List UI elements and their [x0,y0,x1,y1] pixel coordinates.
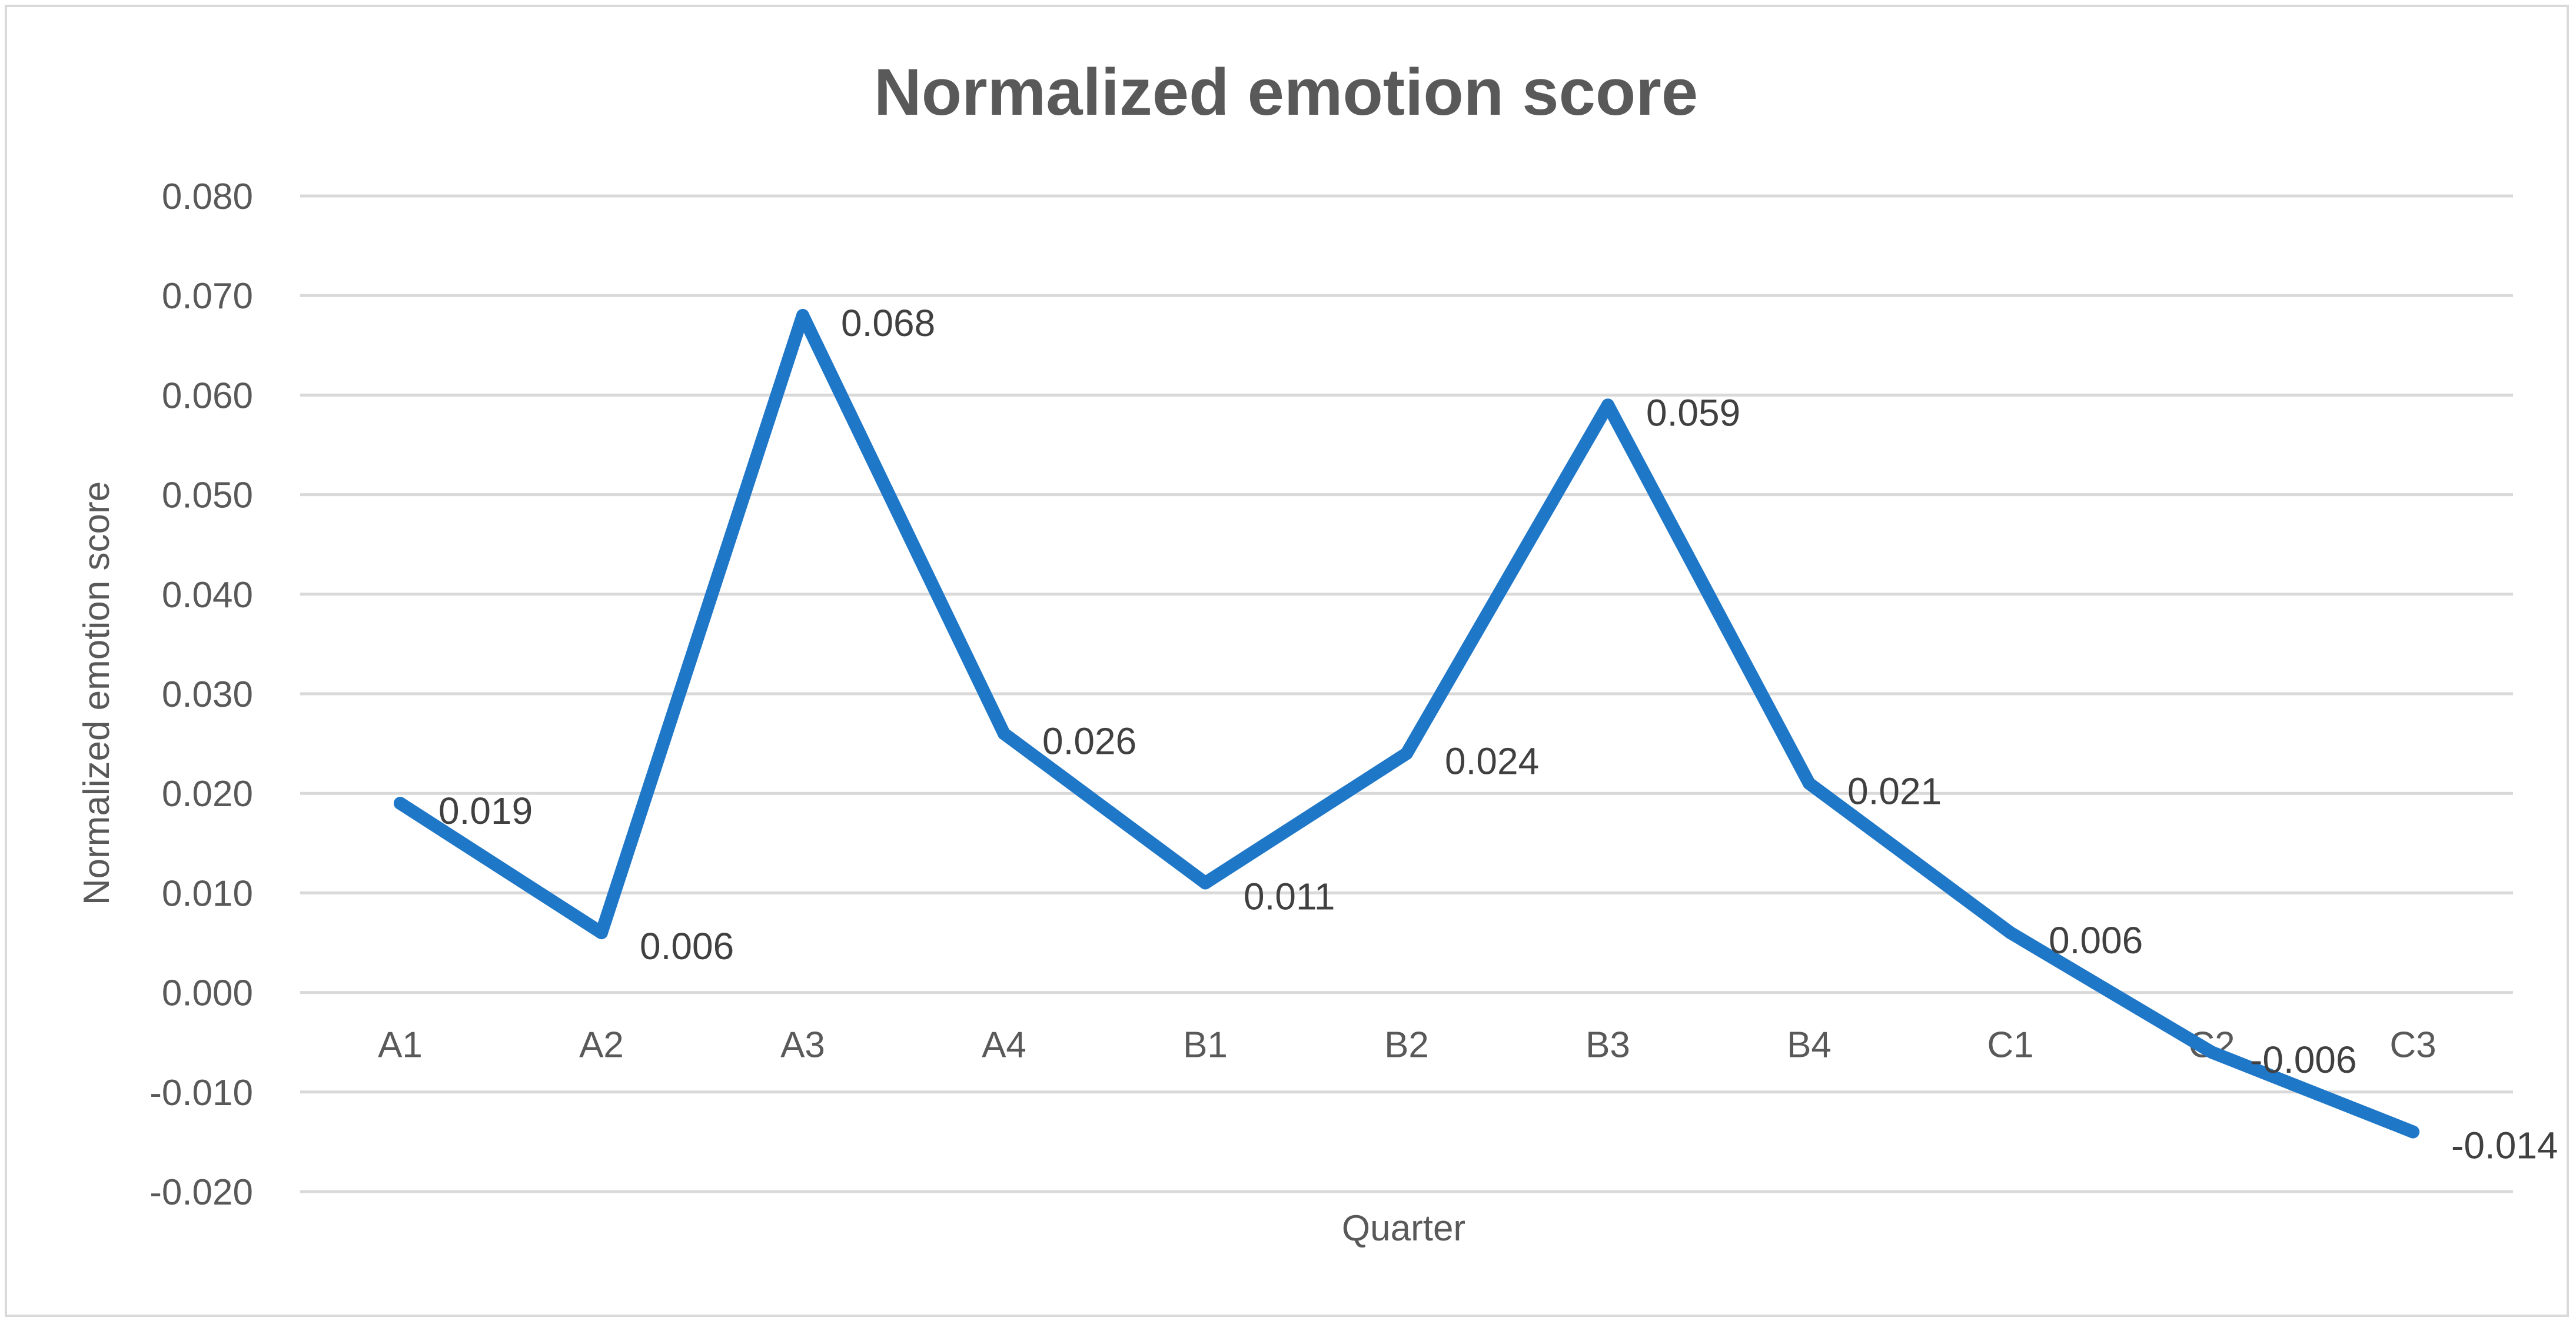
x-tick-label: A1 [378,1025,423,1066]
x-tick-label: A2 [579,1025,624,1066]
x-tick-label: C1 [1987,1025,2033,1066]
data-point [595,926,608,940]
data-point [394,797,407,810]
data-label: 0.006 [2049,919,2143,962]
data-point [796,309,809,322]
gridlines [300,194,2513,1193]
data-point [998,727,1011,740]
y-tick-label: -0.020 [149,1172,253,1213]
data-point [1803,777,1816,790]
data-point [2407,1125,2419,1139]
data-label: 0.026 [1042,720,1136,763]
data-label: -0.006 [2250,1039,2356,1081]
data-label: 0.021 [1847,770,1942,812]
series-line [394,309,2419,1139]
y-tick-label: 0.080 [162,177,253,217]
x-tick-label: B4 [1787,1025,1832,1066]
data-label: 0.011 [1244,875,1335,917]
y-tick-label: 0.030 [162,674,253,715]
y-tick-label: 0.070 [162,276,253,317]
x-tick-label: A4 [982,1025,1026,1066]
data-label: 0.019 [438,790,533,832]
x-tick-label: B3 [1586,1025,1630,1066]
data-label: 0.068 [841,302,935,344]
data-label: 0.059 [1646,391,1740,434]
data-labels: 0.019 0.006 0.068 0.026 0.011 0.024 0.059 0.021… [438,302,2558,1166]
data-label: 0.024 [1445,740,1539,783]
y-tick-label: 0.050 [162,475,253,516]
data-label: 0.006 [640,925,734,967]
data-point [1199,876,1212,890]
x-axis-title: Quarter [1342,1208,1465,1249]
data-point [1601,398,1614,412]
chart-title: Normalized emotion score [874,55,1698,129]
y-axis-title: Normalized emotion score [77,481,117,905]
x-tick-label: B2 [1384,1025,1429,1066]
x-axis-ticks: A1 A2 A3 A4 B1 B2 B3 B4 C1 C2 C3 [378,1025,2437,1066]
y-tick-label: 0.020 [162,774,253,814]
chart-frame [5,5,2569,1317]
y-tick-label: 0.040 [162,575,253,616]
y-axis-ticks: 0.080 0.070 0.060 0.050 0.040 0.030 0.020 0.010… [149,177,253,1213]
series-layer [394,309,2419,1139]
x-tick-label: C3 [2389,1025,2436,1066]
data-point [2004,926,2017,940]
data-point [1400,747,1413,760]
y-tick-label: -0.010 [149,1073,253,1113]
data-label: -0.014 [2451,1124,2558,1166]
x-tick-label: A3 [780,1025,825,1066]
y-tick-label: 0.010 [162,873,253,914]
x-tick-label: B1 [1183,1025,1228,1066]
data-point [2205,1046,2218,1059]
y-tick-label: 0.000 [162,973,253,1014]
y-tick-label: 0.060 [162,375,253,416]
